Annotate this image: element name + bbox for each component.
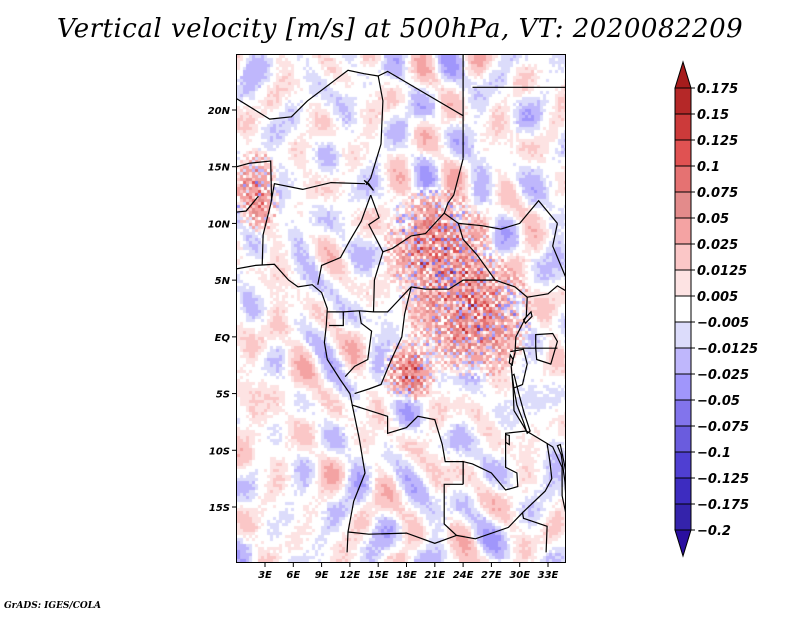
colorbar-swatch bbox=[674, 425, 692, 453]
country-border-0 bbox=[237, 263, 366, 553]
colorbar-extend-min bbox=[674, 529, 692, 558]
colorbar-label: 0.1 bbox=[697, 160, 720, 175]
country-border-2 bbox=[377, 70, 464, 159]
map-plot-area bbox=[236, 54, 566, 563]
colorbar-swatch bbox=[674, 87, 692, 115]
colorbar-label: −0.2 bbox=[697, 524, 731, 539]
country-border-18 bbox=[327, 310, 374, 313]
y-tick-label: 10S bbox=[209, 446, 230, 457]
colorbar-label: 0.125 bbox=[697, 134, 738, 149]
y-tick-label: 15N bbox=[208, 163, 231, 174]
x-tick-label: 12E bbox=[340, 570, 361, 581]
colorbar-swatch bbox=[674, 347, 692, 375]
country-border-19 bbox=[329, 311, 344, 327]
country-border-8 bbox=[237, 160, 273, 201]
country-border-28 bbox=[510, 348, 528, 389]
colorbar-swatch bbox=[674, 503, 692, 531]
y-tick-label: 15S bbox=[209, 503, 230, 514]
x-tick-label: 21E bbox=[424, 570, 445, 581]
y-tick-label: 5S bbox=[216, 390, 230, 401]
lake-tanganyika bbox=[511, 373, 531, 435]
x-tick-label: 27E bbox=[481, 570, 502, 581]
country-border-21 bbox=[354, 286, 412, 395]
colorbar-swatch bbox=[674, 321, 692, 349]
colorbar-extend-max bbox=[674, 60, 692, 89]
country-border-14 bbox=[458, 199, 558, 230]
y-tick-label: 5N bbox=[215, 276, 231, 287]
colorbar-label: 0.15 bbox=[697, 108, 729, 123]
colorbar-swatch bbox=[674, 477, 692, 505]
colorbar-label: 0.025 bbox=[697, 238, 738, 253]
lake-chad bbox=[363, 179, 374, 191]
x-tick-label: 9E bbox=[315, 570, 329, 581]
country-border-23 bbox=[347, 483, 464, 544]
x-tick-label: 18E bbox=[396, 570, 417, 581]
x-tick-label: 33E bbox=[538, 570, 559, 581]
country-border-24 bbox=[456, 430, 553, 540]
lake-kivu bbox=[508, 353, 514, 367]
colorbar-label: −0.1 bbox=[697, 446, 731, 461]
country-border-6 bbox=[270, 181, 366, 205]
country-border-7 bbox=[261, 203, 272, 266]
lake-malawi bbox=[556, 443, 565, 494]
country-border-25 bbox=[495, 279, 528, 432]
country-border-15 bbox=[552, 223, 565, 278]
country-border-16 bbox=[373, 279, 496, 313]
country-border-13 bbox=[443, 212, 496, 281]
lake-albert bbox=[522, 310, 533, 325]
lake-mweru bbox=[505, 433, 510, 446]
chart-title: Vertical velocity [m/s] at 500hPa, VT: 2… bbox=[56, 14, 744, 44]
y-tick-label: 10N bbox=[208, 219, 231, 230]
country-borders bbox=[237, 55, 565, 553]
country-border-12 bbox=[443, 158, 464, 214]
country-border-29 bbox=[546, 442, 565, 513]
colorbar-swatch bbox=[674, 399, 692, 427]
colorbar-swatch bbox=[674, 191, 692, 219]
velocity-field bbox=[237, 55, 565, 562]
colorbar-label: −0.025 bbox=[697, 368, 749, 383]
colorbar-swatch bbox=[674, 139, 692, 167]
colorbar-label: −0.05 bbox=[697, 394, 740, 409]
colorbar-label: 0.075 bbox=[697, 186, 738, 201]
colorbar-label: −0.0125 bbox=[697, 342, 758, 357]
colorbar-swatch bbox=[674, 451, 692, 479]
colorbar-label: −0.005 bbox=[697, 316, 749, 331]
colorbar-swatch bbox=[674, 373, 692, 401]
colorbar-swatch bbox=[674, 113, 692, 141]
x-tick-label: 30E bbox=[509, 570, 530, 581]
country-border-30 bbox=[521, 512, 548, 553]
country-border-22 bbox=[351, 404, 464, 485]
colorbar-label: 0.175 bbox=[697, 82, 738, 97]
colorbar-label: 0.05 bbox=[697, 212, 729, 227]
country-border-26 bbox=[527, 285, 565, 298]
country-border-17 bbox=[372, 251, 384, 312]
country-border-5 bbox=[365, 75, 384, 186]
y-tick-label: 20N bbox=[208, 106, 231, 117]
country-border-9 bbox=[237, 195, 259, 213]
footer-credit: GrADS: IGES/COLA bbox=[4, 601, 102, 611]
colorbar-label: −0.125 bbox=[697, 472, 749, 487]
x-tick-label: 15E bbox=[368, 570, 389, 581]
colorbar-label: 0.0125 bbox=[697, 264, 747, 279]
colorbar-label: −0.075 bbox=[697, 420, 749, 435]
x-tick-label: 6E bbox=[286, 570, 300, 581]
country-border-20 bbox=[344, 310, 373, 378]
x-tick-label: 24E bbox=[453, 570, 474, 581]
country-border-1 bbox=[237, 69, 379, 120]
colorbar-swatch bbox=[674, 165, 692, 193]
country-border-11 bbox=[368, 194, 445, 253]
y-tick-label: EQ bbox=[215, 333, 231, 344]
colorbar-label: 0.005 bbox=[697, 290, 738, 305]
colorbar-label: −0.175 bbox=[697, 498, 749, 513]
lake-victoria bbox=[535, 332, 559, 365]
colorbar-swatch bbox=[674, 269, 692, 297]
colorbar-swatch bbox=[674, 295, 692, 323]
country-border-10 bbox=[317, 194, 372, 285]
colorbar-swatch bbox=[674, 217, 692, 245]
x-tick-label: 3E bbox=[258, 570, 272, 581]
colorbar-swatch bbox=[674, 243, 692, 271]
